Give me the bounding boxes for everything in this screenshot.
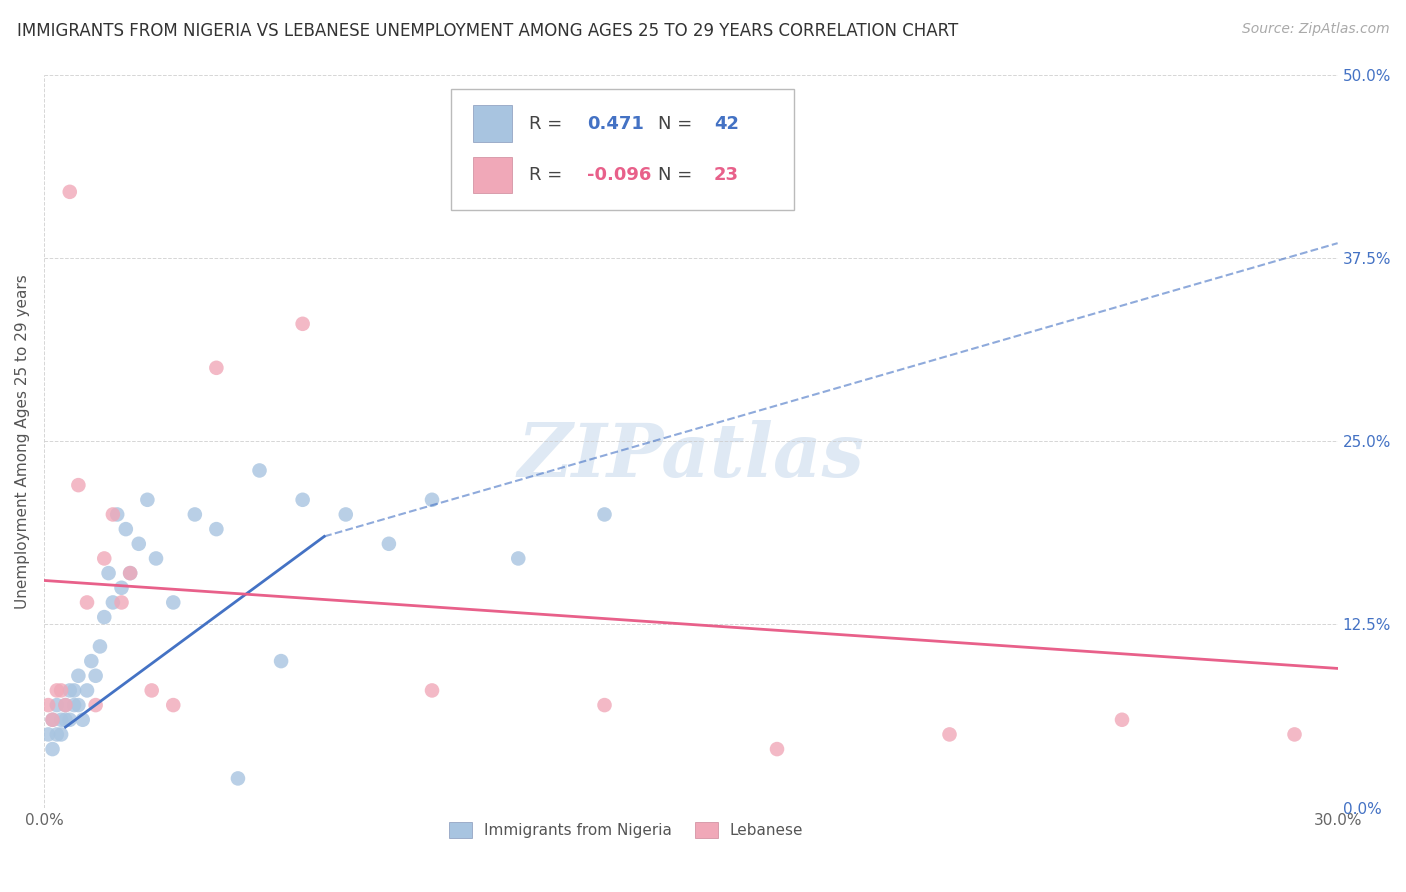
- FancyBboxPatch shape: [451, 89, 794, 211]
- Point: [938, 727, 960, 741]
- Point: [49, 713, 72, 727]
- Point: [205, 522, 228, 536]
- Point: [67, 698, 90, 712]
- Point: [93, 610, 115, 624]
- Point: [45, 683, 67, 698]
- Point: [420, 683, 443, 698]
- Text: 0.471: 0.471: [588, 115, 644, 133]
- Point: [141, 683, 163, 698]
- Point: [114, 522, 136, 536]
- Point: [63, 698, 86, 712]
- Point: [226, 772, 249, 786]
- Point: [101, 595, 124, 609]
- Text: 23: 23: [714, 166, 740, 184]
- Point: [41, 713, 63, 727]
- Point: [41, 713, 63, 727]
- Point: [97, 566, 120, 581]
- Bar: [474, 157, 512, 194]
- Text: N =: N =: [658, 166, 693, 184]
- Point: [55, 698, 77, 712]
- Point: [101, 508, 124, 522]
- Point: [205, 360, 228, 375]
- Point: [1284, 727, 1306, 741]
- Point: [55, 713, 77, 727]
- Point: [128, 537, 150, 551]
- Point: [76, 683, 98, 698]
- Point: [420, 492, 443, 507]
- Point: [335, 508, 357, 522]
- Point: [37, 698, 59, 712]
- Point: [378, 537, 401, 551]
- Point: [162, 595, 184, 609]
- Point: [110, 581, 132, 595]
- Point: [55, 698, 77, 712]
- Point: [508, 551, 530, 566]
- Point: [80, 654, 103, 668]
- Point: [67, 669, 90, 683]
- Point: [120, 566, 142, 581]
- Point: [63, 683, 86, 698]
- Point: [105, 508, 128, 522]
- Point: [162, 698, 184, 712]
- Point: [84, 669, 107, 683]
- Point: [84, 698, 107, 712]
- Point: [291, 317, 314, 331]
- Point: [136, 492, 159, 507]
- Point: [249, 463, 271, 477]
- Legend: Immigrants from Nigeria, Lebanese: Immigrants from Nigeria, Lebanese: [443, 816, 810, 844]
- Bar: [474, 105, 512, 142]
- Point: [59, 713, 82, 727]
- Point: [72, 713, 94, 727]
- Point: [45, 727, 67, 741]
- Text: R =: R =: [529, 115, 562, 133]
- Point: [49, 683, 72, 698]
- Point: [120, 566, 142, 581]
- Point: [59, 683, 82, 698]
- Text: 42: 42: [714, 115, 740, 133]
- Point: [593, 508, 616, 522]
- Point: [37, 727, 59, 741]
- Point: [89, 640, 111, 654]
- Text: N =: N =: [658, 115, 693, 133]
- Point: [110, 595, 132, 609]
- Point: [593, 698, 616, 712]
- Point: [41, 742, 63, 756]
- Text: IMMIGRANTS FROM NIGERIA VS LEBANESE UNEMPLOYMENT AMONG AGES 25 TO 29 YEARS CORRE: IMMIGRANTS FROM NIGERIA VS LEBANESE UNEM…: [17, 22, 957, 40]
- Point: [49, 727, 72, 741]
- Point: [67, 478, 90, 492]
- Point: [93, 551, 115, 566]
- Point: [45, 698, 67, 712]
- Y-axis label: Unemployment Among Ages 25 to 29 years: Unemployment Among Ages 25 to 29 years: [15, 274, 30, 608]
- Point: [76, 595, 98, 609]
- Point: [291, 492, 314, 507]
- Text: -0.096: -0.096: [588, 166, 651, 184]
- Point: [59, 185, 82, 199]
- Point: [270, 654, 292, 668]
- Point: [1111, 713, 1133, 727]
- Point: [184, 508, 207, 522]
- Point: [145, 551, 167, 566]
- Text: Source: ZipAtlas.com: Source: ZipAtlas.com: [1241, 22, 1389, 37]
- Text: R =: R =: [529, 166, 562, 184]
- Text: ZIPatlas: ZIPatlas: [517, 419, 865, 492]
- Point: [766, 742, 789, 756]
